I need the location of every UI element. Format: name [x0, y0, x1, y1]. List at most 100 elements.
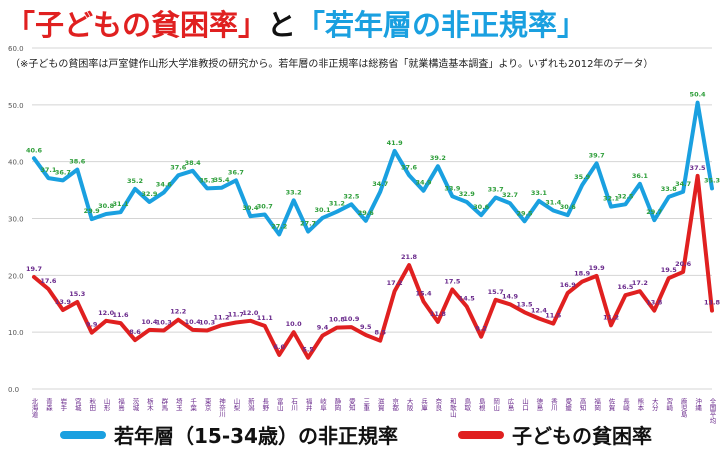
data-label-youth: 37.6 — [401, 163, 418, 171]
point-child — [61, 308, 65, 312]
data-label-child: 10.3 — [156, 318, 172, 326]
chart-title: 「子どもの貧困率」と「若年層の非正規率」 — [6, 2, 586, 44]
point-child — [479, 335, 483, 339]
point-youth — [522, 219, 526, 223]
data-label-youth: 33.7 — [488, 185, 504, 193]
point-youth — [479, 213, 483, 217]
data-label-youth: 31.2 — [329, 200, 345, 208]
point-youth — [321, 216, 325, 220]
x-tick-label: 山形 — [102, 397, 110, 413]
point-youth — [162, 190, 166, 194]
data-label-child: 12.0 — [242, 309, 259, 317]
point-child — [321, 334, 325, 338]
data-label-child: 18.9 — [574, 270, 591, 278]
data-label-child: 21.8 — [401, 253, 418, 261]
x-tick-label: 静岡 — [333, 397, 341, 413]
point-child — [681, 270, 685, 274]
point-child — [277, 353, 281, 357]
point-youth — [681, 190, 685, 194]
legend: 若年層（15-34歳）の非正規率 子どもの貧困率 — [60, 420, 712, 449]
x-tick-label: 北海道 — [30, 398, 38, 419]
point-youth — [349, 202, 353, 206]
point-child — [436, 320, 440, 324]
point-youth — [147, 200, 151, 204]
data-label-youth: 29.6 — [358, 209, 375, 217]
data-label-child: 9.9 — [86, 321, 98, 329]
point-child — [494, 298, 498, 302]
data-label-child: 19.5 — [661, 266, 678, 274]
point-child — [205, 328, 209, 332]
data-label-youth: 33.9 — [444, 184, 461, 192]
y-tick-label: 40.0 — [8, 159, 24, 167]
x-tick-label: 神奈川 — [218, 397, 226, 418]
point-youth — [277, 232, 281, 236]
data-label-child: 11.2 — [214, 313, 230, 321]
point-child — [349, 325, 353, 329]
point-youth — [133, 187, 137, 191]
data-label-child: 10.8 — [329, 316, 346, 324]
data-label-child: 14.5 — [459, 295, 476, 303]
data-label-child: 17.6 — [40, 277, 57, 285]
data-label-youth: 33.1 — [531, 189, 548, 197]
data-label-child: 13.5 — [516, 300, 533, 308]
point-child — [263, 324, 267, 328]
x-tick-label: 徳島 — [535, 397, 543, 413]
x-tick-label: 香川 — [549, 397, 557, 412]
point-youth — [306, 230, 310, 234]
legend-item-youth: 若年層（15-34歳）の非正規率 — [60, 420, 398, 449]
x-tick-label: 沖縄 — [694, 397, 702, 412]
series-line-child — [32, 173, 714, 360]
x-tick-label: 高知 — [578, 397, 586, 413]
point-child — [508, 302, 512, 306]
data-label-child: 12.4 — [531, 307, 548, 315]
data-label-youth: 35.3 — [704, 176, 720, 184]
point-child — [710, 309, 714, 313]
data-label-youth: 29.7 — [646, 208, 662, 216]
point-youth — [638, 182, 642, 186]
point-child — [248, 319, 252, 323]
point-youth — [421, 189, 425, 193]
x-tick-label: 大阪 — [405, 397, 413, 413]
x-tick-label: 大分 — [650, 397, 658, 413]
point-youth — [595, 161, 599, 165]
data-label-child: 11.6 — [113, 311, 130, 319]
point-child — [75, 300, 79, 304]
point-child — [147, 328, 151, 332]
point-child — [551, 322, 555, 326]
point-youth — [119, 210, 123, 214]
data-label-child: 15.3 — [69, 290, 85, 298]
point-youth — [710, 186, 714, 190]
data-label-youth: 32.5 — [617, 192, 634, 200]
point-child — [667, 276, 671, 280]
x-tick-label: 愛媛 — [564, 397, 572, 413]
data-label-child: 11.1 — [257, 314, 274, 322]
data-label-youth: 36.7 — [228, 168, 244, 176]
data-label-youth: 34.7 — [675, 180, 691, 188]
legend-label-youth: 若年層（15-34歳）の非正規率 — [114, 424, 398, 448]
point-youth — [292, 198, 296, 202]
x-tick-label: 千葉 — [189, 397, 197, 413]
x-tick-label: 福井 — [304, 397, 312, 413]
point-youth — [696, 101, 700, 105]
data-label-child: 10.3 — [199, 318, 215, 326]
data-label-youth: 35.4 — [214, 176, 231, 184]
point-youth — [90, 217, 94, 221]
point-youth — [393, 149, 397, 153]
x-tick-label: 東京 — [203, 397, 211, 413]
point-youth — [75, 168, 79, 172]
data-label-youth: 34.9 — [415, 179, 432, 187]
data-label-youth: 39.2 — [430, 154, 446, 162]
x-tick-label: 長野 — [261, 398, 269, 412]
point-youth — [104, 212, 108, 216]
data-label-youth: 30.7 — [257, 203, 273, 211]
x-tick-label: 宮城 — [73, 397, 81, 413]
data-label-youth: 40.6 — [26, 146, 43, 154]
data-label-youth: 37.1 — [40, 166, 57, 174]
point-child — [450, 288, 454, 292]
x-tick-label: 富山 — [275, 397, 283, 413]
data-label-child: 11.5 — [545, 312, 562, 320]
series-line-youth — [32, 100, 714, 237]
data-label-youth: 37.6 — [170, 163, 187, 171]
x-tick-label: 広島 — [506, 397, 514, 413]
point-child — [595, 274, 599, 278]
